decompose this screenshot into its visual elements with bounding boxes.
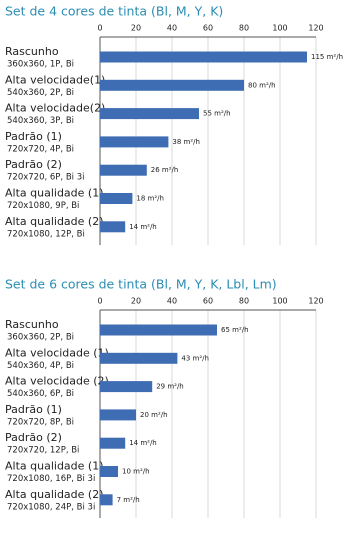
value-label: 115 m²/h xyxy=(311,53,343,61)
bar xyxy=(100,108,199,120)
category-label: Rascunho xyxy=(5,318,59,331)
category-label: Alta velocidade(2) xyxy=(5,102,105,115)
category-detail: 720x1080, 16P, Bi 3i xyxy=(7,474,95,484)
x-tick-label: 80 xyxy=(239,297,249,306)
category-detail: 540x360, 3P, Bi xyxy=(7,116,74,126)
category-detail: 540x360, 6P, Bi xyxy=(7,389,74,399)
value-label: 14 m²/h xyxy=(129,439,157,447)
bar xyxy=(100,221,126,233)
value-label: 43 m²/h xyxy=(181,354,209,362)
category-label: Padrão (2) xyxy=(5,431,62,444)
category-label: Alta qualidade (2) xyxy=(5,215,104,228)
value-label: 14 m²/h xyxy=(129,223,157,231)
category-label: Padrão (2) xyxy=(5,158,62,171)
category-label: Alta qualidade (2) xyxy=(5,488,104,501)
bar xyxy=(100,51,307,63)
x-tick-label: 20 xyxy=(131,297,141,306)
value-label: 29 m²/h xyxy=(156,383,184,391)
bar xyxy=(100,324,217,336)
value-label: 80 m²/h xyxy=(248,81,276,89)
chart-title: Set de 6 cores de tinta (Bl, M, Y, K, Lb… xyxy=(5,277,277,292)
value-label: 55 m²/h xyxy=(203,110,231,118)
bar xyxy=(100,164,147,176)
x-tick-label: 60 xyxy=(203,297,213,306)
category-detail: 720x720, 8P, Bi xyxy=(7,417,74,427)
x-tick-label: 80 xyxy=(239,24,249,33)
category-detail: 360x360, 1P, Bi xyxy=(7,60,74,70)
chart-title: Set de 4 cores de tinta (Bl, M, Y, K) xyxy=(5,4,223,19)
x-tick-label: 100 xyxy=(272,24,287,33)
category-label: Alta velocidade(1) xyxy=(5,73,105,86)
category-label: Alta velocidade (2) xyxy=(5,375,109,388)
value-label: 10 m²/h xyxy=(122,468,150,476)
category-label: Alta qualidade (1) xyxy=(5,187,104,200)
category-label: Padrão (1) xyxy=(5,403,62,416)
category-detail: 720x1080, 24P, Bi 3i xyxy=(7,502,95,512)
category-label: Alta qualidade (1) xyxy=(5,460,104,473)
bar xyxy=(100,136,169,148)
bar xyxy=(100,193,133,204)
x-tick-label: 0 xyxy=(97,297,102,306)
value-label: 38 m²/h xyxy=(172,138,200,146)
category-detail: 720x720, 6P, Bi 3i xyxy=(7,173,84,183)
x-tick-label: 40 xyxy=(167,24,177,33)
bar xyxy=(100,466,118,477)
value-label: 7 m²/h xyxy=(117,496,140,504)
x-tick-label: 120 xyxy=(308,24,323,33)
x-tick-label: 20 xyxy=(131,24,141,33)
bar xyxy=(100,494,113,506)
value-label: 26 m²/h xyxy=(151,166,179,174)
value-label: 65 m²/h xyxy=(221,326,249,334)
category-detail: 360x360, 2P, Bi xyxy=(7,333,74,343)
x-tick-label: 100 xyxy=(272,297,287,306)
value-label: 18 m²/h xyxy=(136,195,164,203)
x-tick-label: 40 xyxy=(167,297,177,306)
category-detail: 540x360, 4P, Bi xyxy=(7,361,74,371)
category-label: Rascunho xyxy=(5,45,59,58)
bar xyxy=(100,79,244,91)
x-tick-label: 60 xyxy=(203,24,213,33)
category-detail: 540x360, 2P, Bi xyxy=(7,88,74,98)
category-label: Alta velocidade (1) xyxy=(5,346,109,359)
bar xyxy=(100,381,153,393)
bar xyxy=(100,409,136,421)
bar xyxy=(100,437,126,449)
category-label: Padrão (1) xyxy=(5,130,62,143)
x-tick-label: 0 xyxy=(97,24,102,33)
category-detail: 720x1080, 12P, Bi xyxy=(7,229,85,239)
value-label: 20 m²/h xyxy=(140,411,168,419)
category-detail: 720x720, 12P, Bi xyxy=(7,446,79,456)
x-tick-label: 120 xyxy=(308,297,323,306)
category-detail: 720x1080, 9P, Bi xyxy=(7,201,79,211)
bar xyxy=(100,352,178,364)
category-detail: 720x720, 4P, Bi xyxy=(7,144,74,154)
